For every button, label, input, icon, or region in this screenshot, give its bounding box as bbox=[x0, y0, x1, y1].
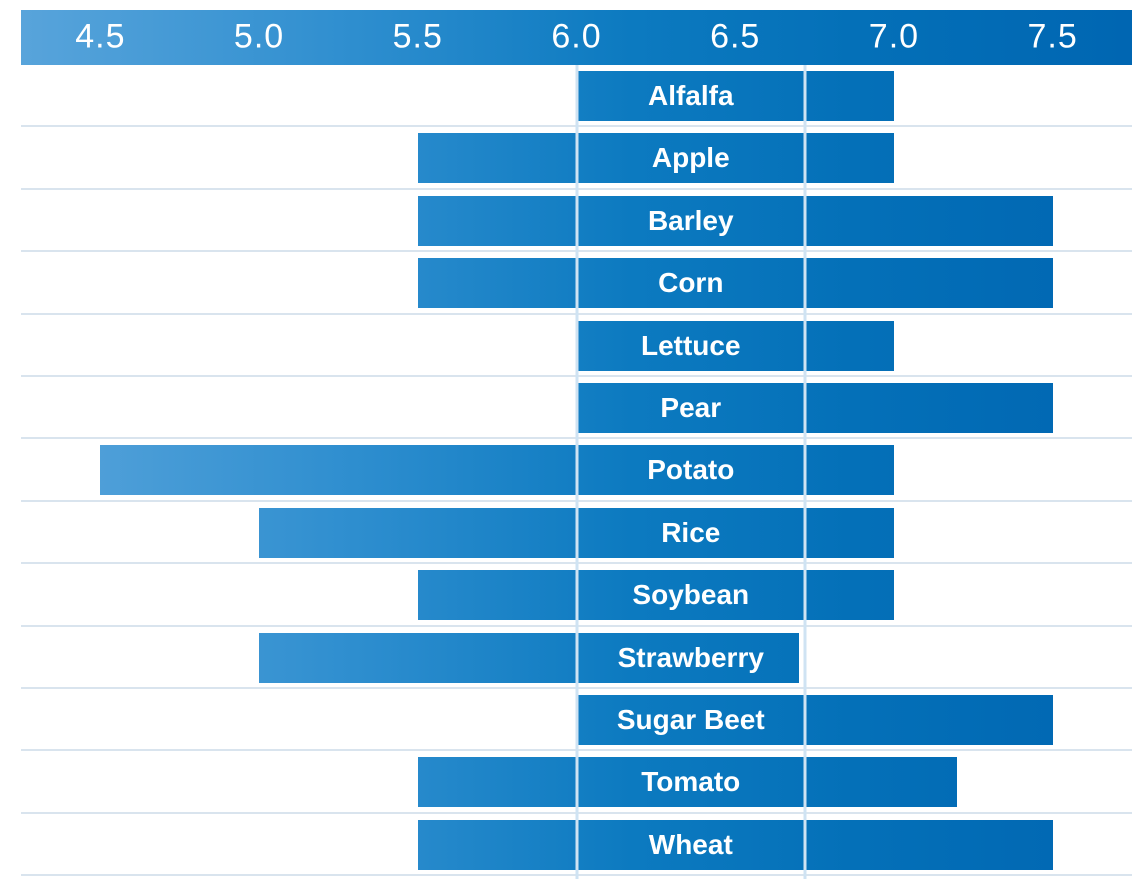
bar-label: Pear bbox=[660, 391, 722, 423]
bar-label: Sugar Beet bbox=[616, 703, 765, 735]
axis-tick-label-4-5: 4.5 bbox=[75, 17, 126, 56]
bar-label: Corn bbox=[658, 267, 724, 299]
range-bar-corn bbox=[417, 258, 1053, 309]
range-bar-pear bbox=[576, 382, 1053, 433]
axis-tick-label-5-5: 5.5 bbox=[392, 17, 443, 56]
vertical-gridline bbox=[575, 65, 578, 879]
soil-ph-range-chart: 4.5 5.0 5.5 6.0 6.5 7.0 7.5 Alfalfa Apple Barley… bbox=[21, 10, 1132, 879]
range-bar-alfalfa bbox=[576, 71, 894, 121]
bar-label: Apple bbox=[651, 142, 730, 174]
bar-label: Tomato bbox=[641, 766, 741, 798]
axis-tick-label-7-0: 7.0 bbox=[868, 17, 920, 56]
bar-label: Strawberry bbox=[617, 641, 764, 673]
bar-label: Lettuce bbox=[640, 329, 741, 361]
bar-label: Barley bbox=[647, 204, 734, 236]
bar-label: Alfalfa bbox=[647, 80, 734, 111]
axis-tick-label-5-0: 5.0 bbox=[233, 17, 285, 56]
range-bar-sugar-beet bbox=[576, 694, 1053, 745]
range-bar-lettuce bbox=[576, 320, 894, 371]
range-bar-soybean bbox=[417, 570, 894, 621]
crop-row-sugar-beet: Sugar Beet bbox=[21, 689, 1132, 752]
crop-row-potato: Potato bbox=[21, 439, 1132, 502]
bar-label: Soybean bbox=[632, 579, 750, 611]
bar-label: Rice bbox=[661, 516, 721, 548]
axis-tick-label-6-0: 6.0 bbox=[551, 17, 602, 56]
range-bar-potato bbox=[100, 445, 894, 496]
axis-tick-label-6-5: 6.5 bbox=[710, 17, 761, 56]
range-bar-strawberry bbox=[259, 632, 799, 683]
range-bar-barley bbox=[417, 195, 1053, 246]
range-bar-wheat bbox=[417, 819, 1053, 870]
range-bar-apple bbox=[417, 133, 894, 184]
crop-row-tomato: Tomato bbox=[21, 751, 1132, 814]
bar-label: Wheat bbox=[648, 828, 733, 860]
x-axis-header: 4.5 5.0 5.5 6.0 6.5 7.0 7.5 bbox=[21, 10, 1132, 65]
range-bar-tomato bbox=[417, 757, 958, 808]
vertical-gridline bbox=[803, 65, 807, 879]
axis-tick-label-7-5: 7.5 bbox=[1027, 17, 1078, 56]
bar-label: Potato bbox=[647, 454, 735, 486]
